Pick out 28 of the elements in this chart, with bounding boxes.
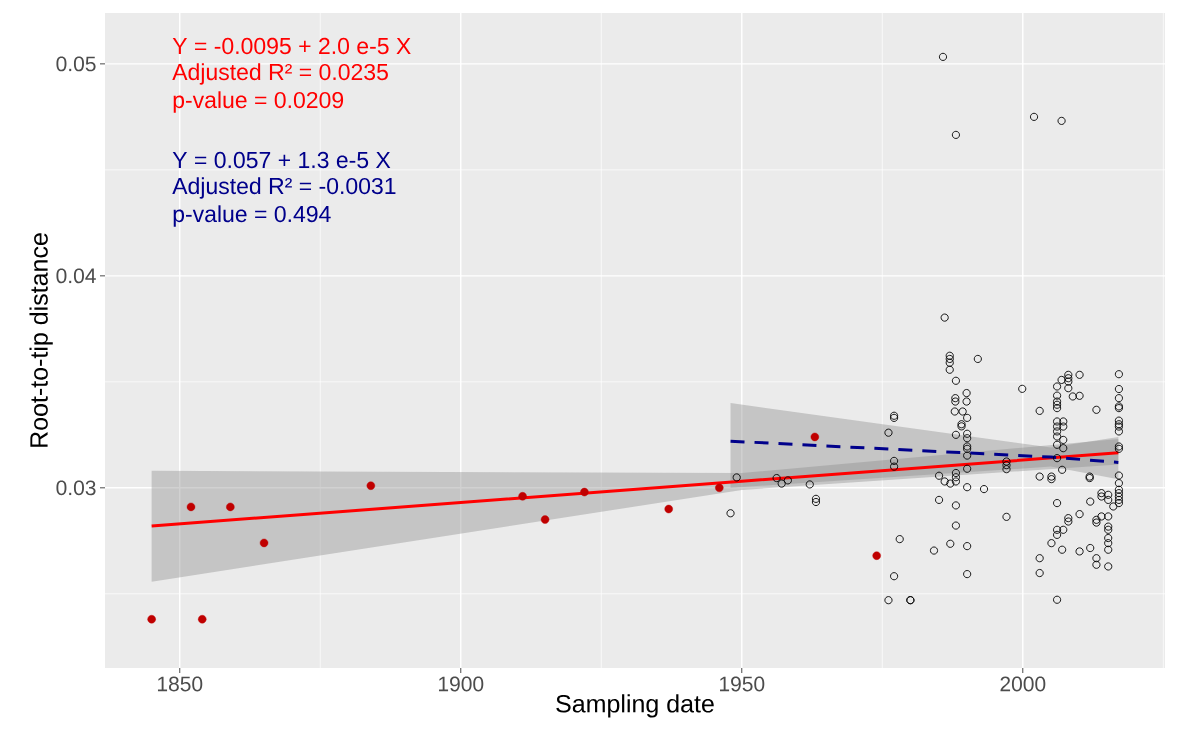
annotation: Adjusted R² = -0.0031 [172,177,396,199]
x-tick-label: 1950 [720,676,765,692]
annotation: Y = -0.0095 + 2.0 e-5 X [172,37,411,55]
point [259,538,269,548]
y-axis-title: Root-to-tip distance [29,233,53,447]
y-tick-label: 0.03 [56,480,96,496]
point [580,487,589,497]
point [198,615,207,624]
point [186,502,196,512]
x-axis-title: Sampling date [556,694,714,718]
point [664,504,673,514]
point [810,432,820,442]
point [518,492,527,501]
x-tick-label: 2000 [1000,676,1046,692]
y-tick-label: 0.04 [56,268,96,284]
point [366,481,376,490]
annotation: Y = 0.057 + 1.3 e-5 X [172,151,391,169]
annotation: p-value = 0.0209 [173,91,344,113]
point [540,515,550,524]
point [715,483,724,493]
annotation: Adjusted R² = 0.0235 [172,63,388,85]
point [147,615,156,624]
y-tick-label: 0.05 [56,56,96,72]
point [226,502,235,512]
x-tick-label: 1900 [439,676,484,692]
x-tick-label: 1850 [157,676,203,692]
annotation: p-value = 0.494 [173,205,331,227]
point [872,551,881,560]
